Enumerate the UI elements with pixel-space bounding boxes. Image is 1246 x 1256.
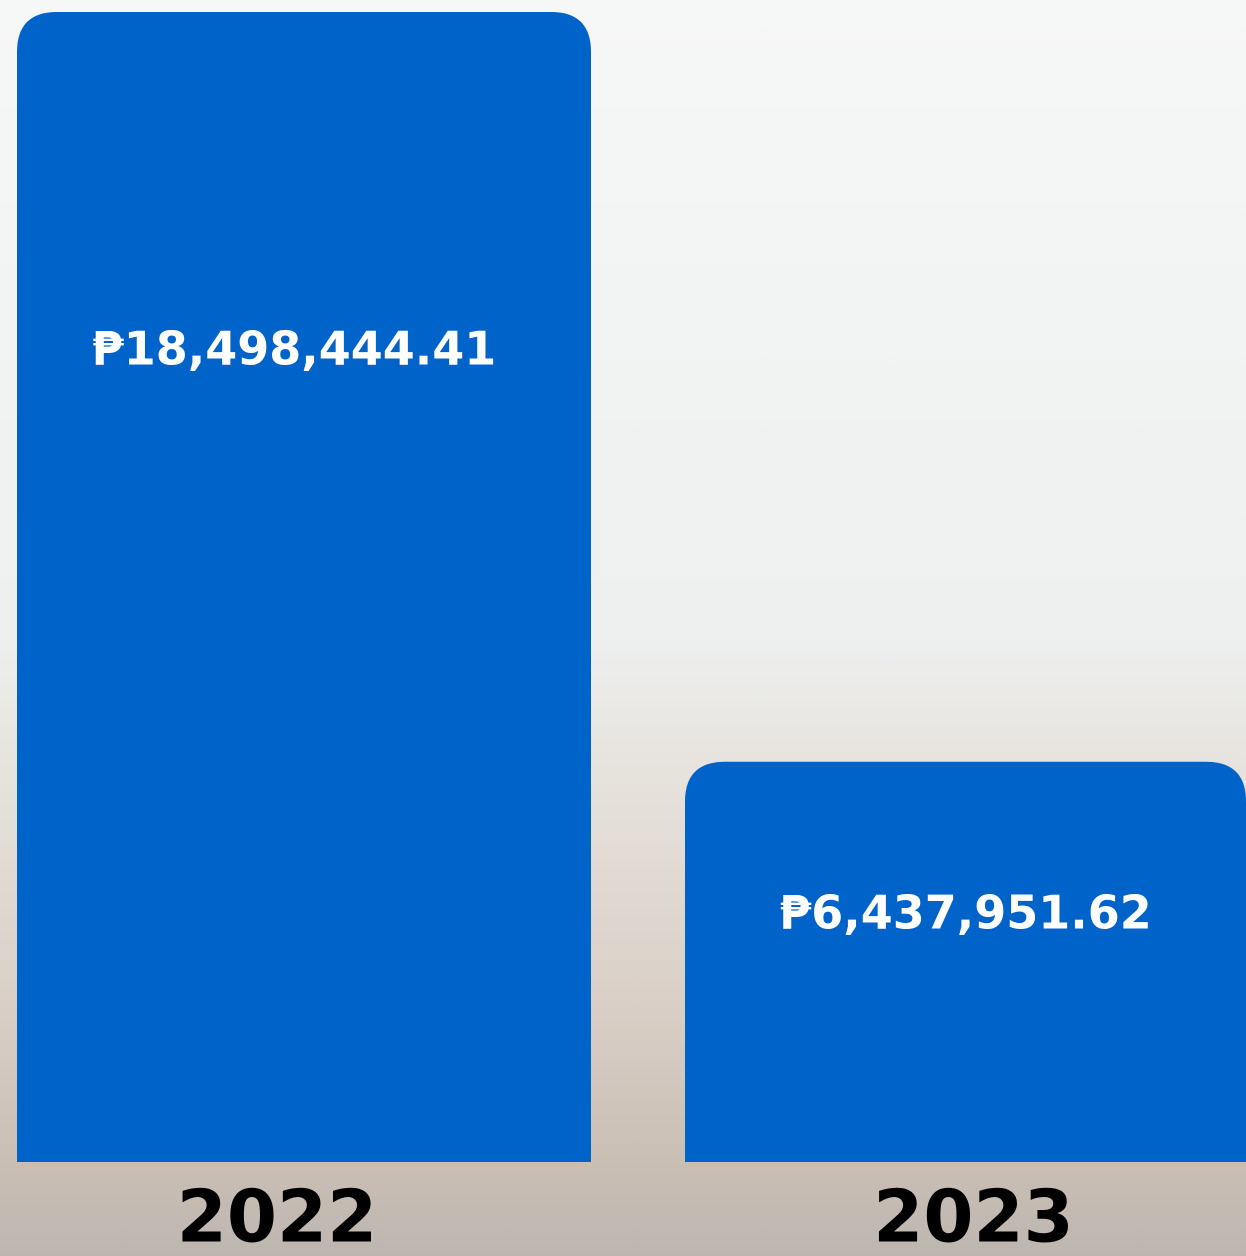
value-label: ₱6,437,951.62 [779,885,1152,939]
bar [685,761,1246,1162]
bar [17,12,591,1162]
x-tick-label: 2022 [177,1175,377,1256]
x-tick-label: 2023 [873,1175,1073,1256]
value-label: ₱18,498,444.41 [92,322,497,376]
plot-area: ₱18,498,444.41 2022 ₱6,437,951.62 2023 [17,12,1246,1256]
